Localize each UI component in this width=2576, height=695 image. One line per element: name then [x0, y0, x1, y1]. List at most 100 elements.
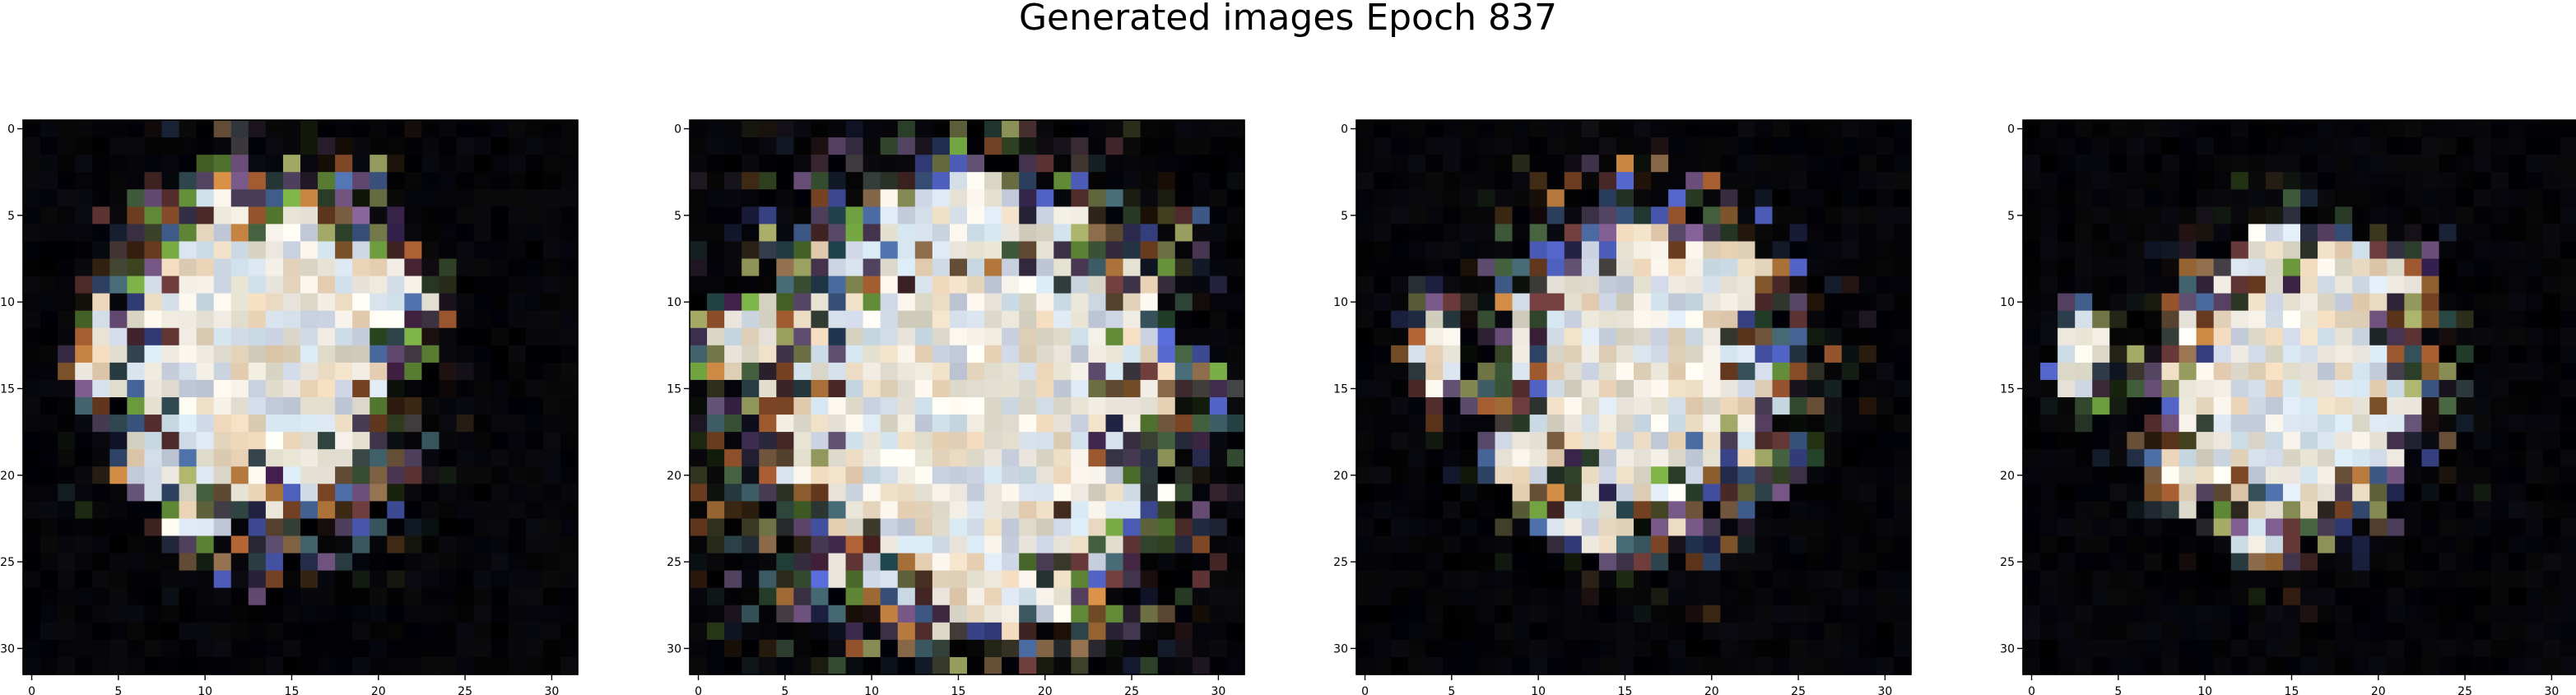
image-pixel	[2230, 293, 2249, 312]
image-pixel	[58, 605, 76, 623]
x-tick-label: 0	[695, 685, 702, 695]
image-pixel	[1651, 518, 1669, 537]
image-pixel	[196, 535, 215, 554]
image-pixel	[213, 379, 232, 398]
image-pixel	[370, 518, 388, 537]
image-pixel	[1876, 484, 1895, 502]
image-pixel	[491, 484, 509, 502]
image-pixel	[2421, 501, 2440, 520]
image-pixel	[2230, 362, 2249, 381]
image-pixel	[2456, 362, 2475, 381]
image-pixel	[2439, 258, 2457, 277]
image-pixel	[387, 379, 405, 398]
image-pixel	[525, 535, 544, 554]
image-pixel	[690, 327, 708, 346]
image-pixel	[335, 310, 353, 329]
image-pixel	[690, 535, 708, 554]
image-pixel	[1772, 501, 1791, 520]
image-pixel	[213, 605, 232, 623]
image-pixel	[387, 362, 405, 381]
image-pixel	[1893, 120, 1912, 138]
image-pixel	[2473, 656, 2492, 675]
image-pixel	[248, 137, 267, 155]
image-pixel	[491, 206, 509, 225]
image-pixel	[1002, 206, 1020, 225]
image-pixel	[2213, 345, 2232, 364]
image-pixel	[1529, 362, 1548, 381]
image-pixel	[1824, 466, 1843, 484]
image-pixel	[75, 379, 93, 398]
image-pixel	[387, 415, 405, 433]
image-pixel	[2456, 155, 2475, 173]
image-pixel	[40, 553, 58, 572]
image-pixel	[1460, 553, 1479, 572]
image-pixel	[914, 379, 933, 398]
image-pixel	[2300, 362, 2318, 381]
image-pixel	[1174, 310, 1193, 329]
image-pixel	[300, 362, 319, 381]
image-pixel	[404, 466, 423, 484]
image-pixel	[2109, 120, 2127, 138]
image-pixel	[1703, 518, 1721, 537]
image-pixel	[2109, 379, 2127, 398]
image-pixel	[1495, 397, 1514, 415]
image-pixel	[1720, 501, 1738, 520]
image-pixel	[127, 432, 146, 450]
image-pixel	[370, 120, 388, 138]
image-pixel	[370, 622, 388, 641]
image-pixel	[2248, 345, 2267, 364]
image-pixel	[1737, 432, 1756, 450]
image-pixel	[1002, 276, 1020, 294]
image-pixel	[1876, 258, 1895, 277]
image-pixel	[1806, 432, 1825, 450]
image-pixel	[2490, 432, 2509, 450]
image-pixel	[2144, 449, 2163, 467]
image-pixel	[456, 362, 475, 381]
image-pixel	[863, 206, 881, 225]
image-pixel	[456, 258, 475, 277]
image-pixel	[828, 432, 847, 450]
image-pixel	[1374, 605, 1392, 623]
image-pixel	[1598, 189, 1617, 207]
image-pixel	[213, 622, 232, 641]
image-pixel	[2560, 501, 2576, 520]
image-pixel	[265, 501, 284, 520]
image-pixel	[179, 224, 198, 243]
image-pixel	[2282, 379, 2301, 398]
image-pixel	[880, 206, 899, 225]
image-pixel	[828, 155, 847, 173]
image-pixel	[213, 484, 232, 502]
image-pixel	[2213, 518, 2232, 537]
image-pixel	[2490, 518, 2509, 537]
image-pixel	[2387, 379, 2405, 398]
image-pixel	[1036, 293, 1054, 312]
image-pixel	[196, 362, 215, 381]
image-pixel	[1071, 639, 1090, 658]
image-pixel	[58, 189, 76, 207]
image-pixel	[1737, 310, 1756, 329]
image-pixel	[439, 362, 458, 381]
image-pixel	[542, 224, 561, 243]
image-pixel	[387, 155, 405, 173]
image-pixel	[897, 155, 916, 173]
image-pixel	[1088, 570, 1107, 589]
image-pixel	[456, 535, 475, 554]
image-pixel	[2023, 656, 2041, 675]
y-tick-label: 20	[0, 470, 15, 483]
image-pixel	[508, 276, 527, 294]
image-pixel	[335, 189, 353, 207]
image-pixel	[2456, 172, 2475, 190]
image-pixel	[1105, 656, 1124, 675]
image-pixel	[1477, 415, 1496, 433]
image-pixel	[1720, 276, 1738, 294]
image-pixel	[2560, 570, 2576, 589]
image-pixel	[370, 362, 388, 381]
image-pixel	[690, 258, 708, 277]
image-pixel	[2109, 137, 2127, 155]
image-pixel	[1123, 155, 1142, 173]
image-pixel	[2439, 379, 2457, 398]
image-pixel	[2248, 501, 2267, 520]
image-pixel	[1616, 379, 1634, 398]
image-pixel	[1824, 362, 1843, 381]
image-pixel	[40, 484, 58, 502]
